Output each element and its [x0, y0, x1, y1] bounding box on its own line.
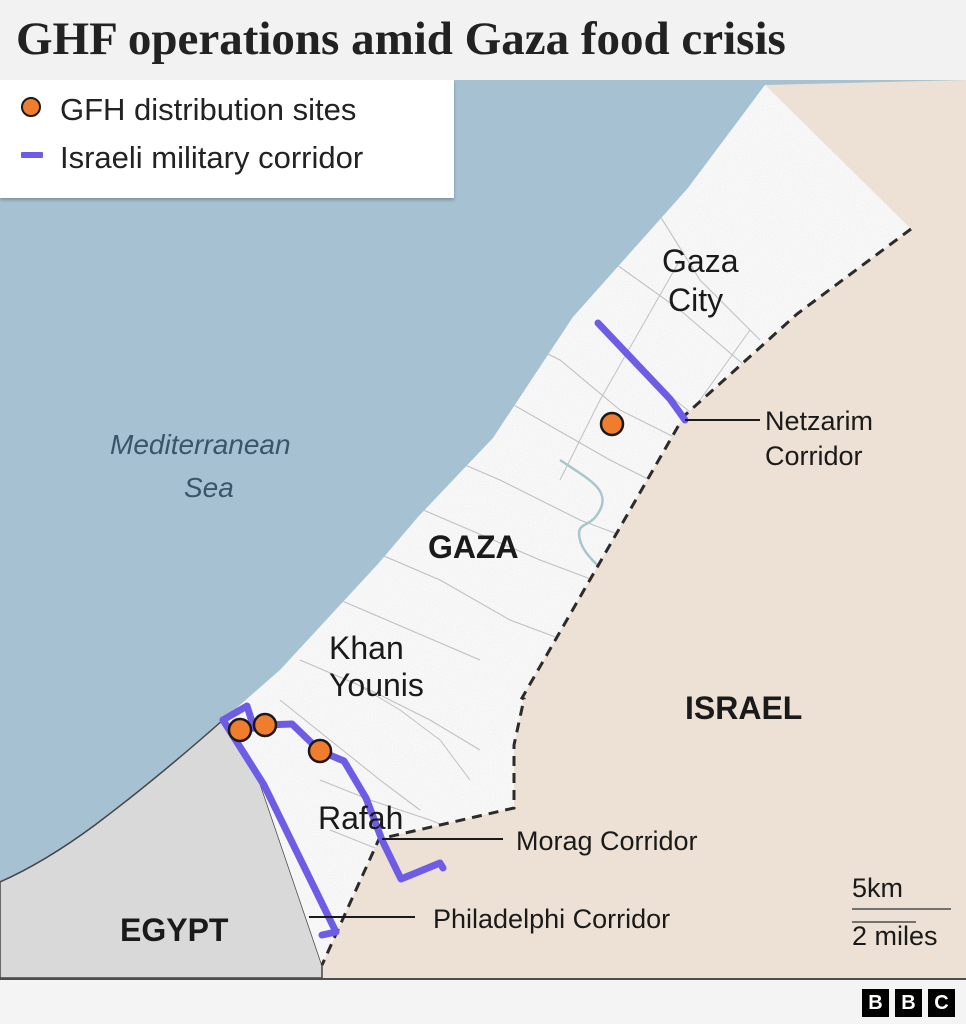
svg-text:Rafah: Rafah: [318, 800, 403, 836]
svg-text:Mediterranean: Mediterranean: [110, 429, 291, 460]
svg-text:ISRAEL: ISRAEL: [685, 690, 802, 726]
svg-text:Khan: Khan: [329, 630, 404, 666]
svg-text:5km: 5km: [852, 873, 903, 903]
svg-text:Younis: Younis: [329, 667, 424, 703]
svg-text:EGYPT: EGYPT: [120, 912, 229, 948]
svg-text:Philadelphi Corridor: Philadelphi Corridor: [433, 904, 670, 934]
svg-text:Netzarim: Netzarim: [765, 406, 873, 436]
svg-text:City: City: [668, 282, 723, 318]
svg-text:2 miles: 2 miles: [852, 921, 938, 951]
svg-text:Sea: Sea: [184, 472, 234, 503]
svg-text:Gaza: Gaza: [662, 243, 739, 279]
svg-text:Morag Corridor: Morag Corridor: [516, 826, 698, 856]
svg-text:Corridor: Corridor: [765, 441, 863, 471]
svg-text:GAZA: GAZA: [428, 529, 519, 565]
